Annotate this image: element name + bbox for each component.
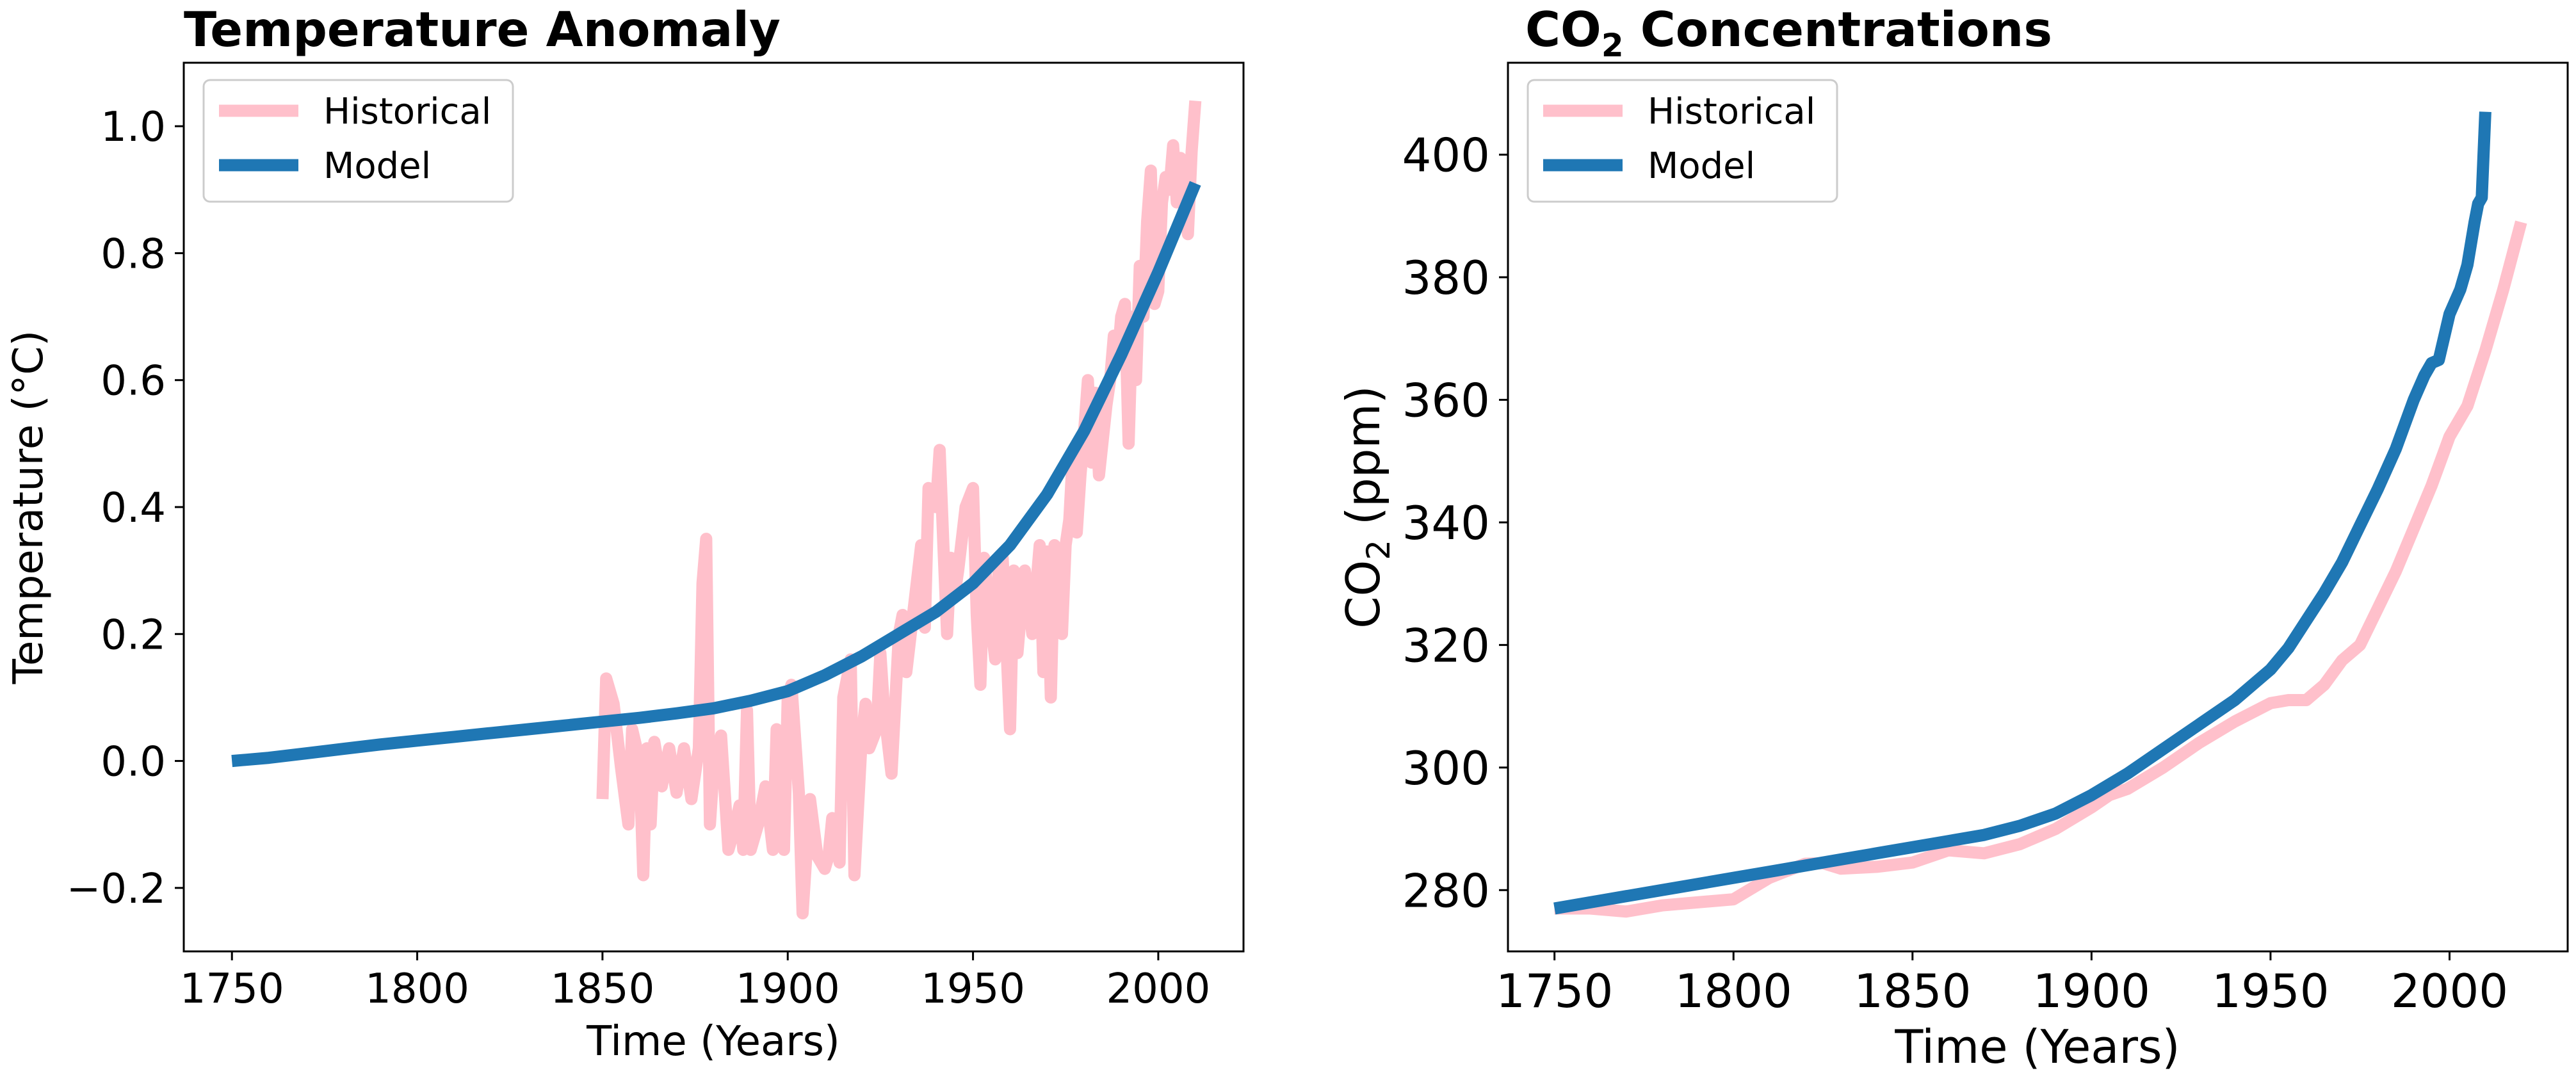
axis-ticks: 1750 1800 1850 1900 1950 2000 −0.2 0.0 0.2 0.4 0.6… <box>67 104 1211 1013</box>
ylabel-prefix: CO <box>1336 560 1390 629</box>
y-tick-label: 0.4 <box>101 485 166 532</box>
y-tick-label: 320 <box>1402 618 1490 672</box>
x-tick-label: 1850 <box>1854 964 1971 1018</box>
temperature-panel: Temperature Anomaly 1750 1800 1850 1900 1950… <box>5 1 1245 1065</box>
series-line-historical <box>596 100 1202 919</box>
y-tick-label: 0.0 <box>101 739 166 786</box>
x-tick-label: 1800 <box>1675 964 1792 1018</box>
title-subscript: 2 <box>1601 27 1624 64</box>
y-tick-label: 0.8 <box>101 230 166 278</box>
series-line-historical <box>1554 220 2527 918</box>
y-tick-label: −0.2 <box>67 866 166 913</box>
y-tick-label: 0.2 <box>101 611 166 659</box>
ylabel-suffix: (ppm) <box>1336 385 1390 540</box>
legend-label-historical: Historical <box>1648 91 1815 133</box>
y-tick-label: 300 <box>1402 741 1490 795</box>
chart-title: CO2 Concentrations <box>1525 1 2052 64</box>
x-tick-label: 1900 <box>2033 964 2150 1018</box>
title-suffix: Concentrations <box>1624 1 2052 58</box>
y-tick-label: 1.0 <box>101 104 166 151</box>
title-prefix: CO <box>1525 1 1601 58</box>
x-tick-label: 2000 <box>1106 965 1210 1013</box>
y-tick-label: 280 <box>1402 864 1490 917</box>
y-axis-label: CO2 (ppm) <box>1336 385 1397 628</box>
y-tick-label: 0.6 <box>101 358 166 405</box>
x-tick-label: 1950 <box>921 965 1025 1013</box>
series-line-model <box>231 181 1201 768</box>
x-tick-label: 1950 <box>2212 964 2329 1018</box>
legend-label-model: Model <box>1648 145 1755 187</box>
y-axis-label: Temperature (°C) <box>5 330 53 684</box>
x-axis-label: Time (Years) <box>1894 1020 2180 1074</box>
axes-frame <box>1507 61 2569 953</box>
x-tick-label: 1900 <box>736 965 840 1013</box>
plot-area <box>1553 111 2527 918</box>
y-tick-label: 360 <box>1402 373 1490 427</box>
x-tick-label: 1800 <box>365 965 469 1013</box>
legend: Historical Model <box>1527 79 1838 203</box>
legend-label-historical: Historical <box>323 91 491 133</box>
x-axis-label: Time (Years) <box>586 1018 840 1065</box>
x-tick-label: 1850 <box>550 965 654 1013</box>
x-tick-label: 1750 <box>180 965 284 1013</box>
axis-ticks: 1750 1800 1850 1900 1950 2000 280 300 320 340 360 3… <box>1402 129 2509 1018</box>
series-line-model <box>1553 111 2491 915</box>
x-tick-label: 1750 <box>1496 964 1613 1018</box>
y-tick-label: 340 <box>1402 496 1490 550</box>
legend: Historical Model <box>202 79 514 203</box>
x-tick-label: 2000 <box>2391 964 2508 1018</box>
ylabel-subscript: 2 <box>1360 540 1397 560</box>
y-tick-label: 400 <box>1402 129 1490 182</box>
chart-title: Temperature Anomaly <box>184 1 781 58</box>
y-tick-label: 380 <box>1402 251 1490 305</box>
co2-panel: CO2 Concentrations 1750 1800 1850 1900 1950 2… <box>1336 1 2569 1074</box>
legend-label-model: Model <box>323 145 431 187</box>
plot-area <box>231 100 1202 919</box>
